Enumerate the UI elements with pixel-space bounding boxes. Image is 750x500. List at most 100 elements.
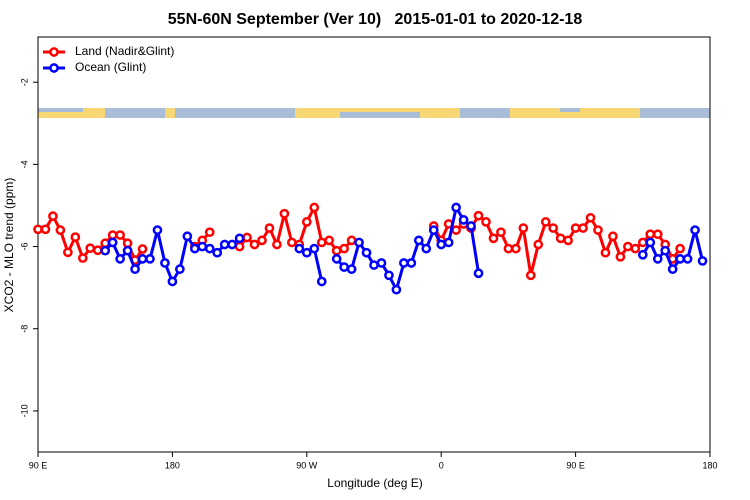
- data-point: [309, 202, 320, 213]
- data-point: [189, 243, 200, 254]
- data-point: [518, 223, 529, 233]
- data-point: [466, 221, 476, 231]
- data-point: [77, 253, 88, 263]
- data-point: [346, 264, 357, 275]
- data-point: [608, 231, 618, 242]
- data-point: [294, 243, 305, 254]
- data-point: [316, 237, 327, 248]
- data-point: [682, 254, 693, 264]
- x-tick-label: 90 E: [29, 460, 48, 470]
- data-point: [563, 235, 573, 246]
- data-point: [175, 264, 185, 275]
- legend-label: Land (Nadir&Glint): [75, 44, 174, 58]
- data-point: [615, 251, 626, 262]
- chart-title: 55N-60N September (Ver 10) 2015-01-01 to…: [168, 11, 583, 28]
- y-axis-label: XCO2 - MLO trend (ppm): [2, 178, 16, 313]
- x-axis-label: Longitude (deg E): [327, 476, 422, 490]
- data-point: [511, 243, 521, 254]
- plot-frame: [37, 36, 711, 453]
- x-tick-label: 180: [165, 460, 180, 470]
- data-point: [212, 247, 223, 258]
- data-point: [399, 258, 409, 268]
- data-point: [324, 235, 335, 246]
- data-point: [600, 247, 611, 258]
- data-point: [346, 235, 357, 246]
- data-point: [637, 249, 648, 260]
- data-point: [234, 233, 245, 244]
- data-point: [152, 225, 163, 235]
- data-point: [48, 211, 58, 221]
- data-point: [421, 243, 432, 254]
- data-point: [488, 233, 499, 244]
- data-point: [227, 239, 237, 250]
- data-point: [197, 241, 208, 252]
- data-point: [570, 223, 581, 233]
- x-tick-label: 0: [439, 460, 444, 470]
- x-tick-label: 90 E: [566, 460, 585, 470]
- data-point: [145, 254, 155, 264]
- data-point: [481, 217, 491, 227]
- data-point: [107, 237, 118, 248]
- data-point: [242, 232, 252, 243]
- data-point: [451, 202, 461, 213]
- data-point: [33, 224, 43, 235]
- y-tick-label: -2: [19, 78, 29, 86]
- data-point: [204, 227, 215, 238]
- data-point: [309, 243, 320, 254]
- data-point: [137, 254, 148, 264]
- legend-marker: [49, 63, 59, 73]
- data-point: [555, 233, 566, 244]
- data-point: [675, 254, 685, 264]
- data-point: [585, 212, 596, 223]
- data-point: [406, 258, 417, 268]
- data-point: [540, 217, 551, 227]
- data-point: [85, 243, 96, 254]
- data-point: [578, 223, 588, 233]
- data-point: [630, 243, 641, 254]
- data-point: [70, 232, 81, 242]
- data-point: [272, 239, 282, 250]
- y-tick-label: -4: [19, 160, 29, 168]
- data-point: [107, 230, 118, 240]
- data-point: [443, 237, 454, 248]
- data-point: [369, 260, 379, 270]
- data-point: [115, 254, 125, 264]
- data-point: [122, 245, 133, 256]
- data-point: [496, 227, 506, 238]
- data-point: [100, 245, 111, 256]
- data-point: [115, 230, 125, 240]
- data-point: [652, 254, 663, 264]
- data-point: [257, 235, 267, 246]
- data-point: [473, 210, 484, 221]
- data-point: [697, 256, 708, 266]
- data-point: [436, 239, 447, 250]
- data-point: [122, 238, 133, 249]
- y-tick-label: -8: [19, 325, 29, 333]
- y-tick-label: -10: [19, 404, 29, 417]
- data-point: [354, 237, 364, 248]
- data-point: [249, 239, 260, 250]
- data-point: [167, 276, 178, 287]
- x-tick-label: 180: [702, 460, 717, 470]
- data-point: [55, 225, 66, 235]
- data-point: [339, 262, 349, 272]
- data-point: [428, 225, 439, 235]
- data-point: [264, 223, 275, 233]
- y-tick-label: -6: [19, 243, 29, 251]
- data-point: [301, 217, 312, 227]
- data-point: [160, 258, 170, 268]
- data-point: [316, 276, 327, 287]
- data-point: [451, 225, 461, 235]
- data-point: [40, 224, 51, 235]
- data-point: [234, 241, 245, 252]
- data-point: [279, 208, 290, 219]
- legend-marker: [49, 47, 59, 57]
- data-point: [376, 258, 387, 268]
- data-point: [137, 244, 148, 254]
- data-point: [339, 243, 349, 254]
- data-point: [525, 270, 536, 281]
- data-point: [645, 237, 656, 248]
- data-point: [458, 214, 469, 225]
- data-point: [533, 239, 544, 250]
